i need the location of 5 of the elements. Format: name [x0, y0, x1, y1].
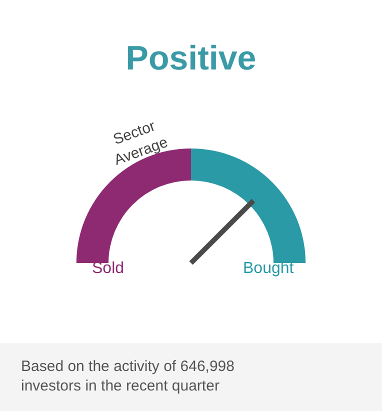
chart-title: Positive — [126, 39, 256, 78]
text: Sector Average — [111, 118, 170, 169]
slice-label: Sold — [92, 260, 124, 277]
slice-label: Bought — [243, 260, 294, 277]
text: Based on the activity of 646,998 investors in the recent quarter — [21, 358, 234, 394]
